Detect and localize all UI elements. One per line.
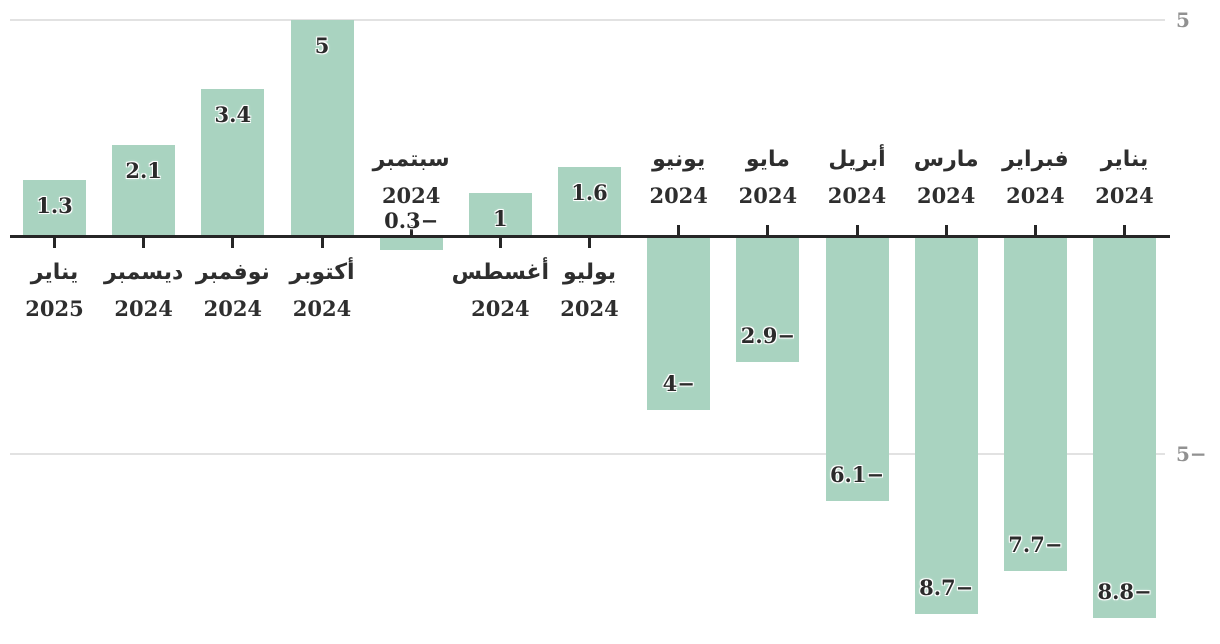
bar-value-label: 2.9− bbox=[740, 323, 795, 349]
axis-tick bbox=[766, 225, 770, 235]
axis-tick bbox=[1033, 225, 1037, 235]
axis-tick bbox=[409, 225, 413, 235]
category-label: فبراير 2024 bbox=[965, 142, 1105, 214]
category-month: مارس bbox=[913, 147, 979, 172]
y-axis-tick-label: 5 bbox=[1176, 7, 1190, 32]
category-year: 2024 bbox=[471, 296, 530, 321]
bar-value-label: 4− bbox=[662, 371, 695, 397]
category-label: نوفمبر 2024 bbox=[163, 255, 303, 327]
axis-tick bbox=[53, 238, 56, 248]
category-month: سبتمبر bbox=[372, 147, 450, 172]
axis-tick bbox=[498, 238, 502, 248]
category-year: 2024 bbox=[560, 296, 619, 321]
axis-tick bbox=[855, 225, 859, 235]
category-label: مايو 2024 bbox=[698, 142, 838, 214]
bar-value-label: 3.4 bbox=[214, 101, 252, 127]
category-month: يوليو bbox=[562, 260, 617, 285]
zero-axis-line bbox=[10, 235, 1170, 238]
category-year: 2024 bbox=[827, 183, 887, 208]
category-month: يناير bbox=[1100, 147, 1149, 172]
axis-tick bbox=[1123, 225, 1127, 235]
category-year: 2024 bbox=[916, 183, 976, 208]
category-month: يناير bbox=[30, 260, 79, 285]
gridline bbox=[10, 18, 1165, 21]
bar-value-label: 0.3− bbox=[384, 207, 439, 233]
category-year: 2024 bbox=[292, 296, 352, 321]
bar bbox=[1093, 236, 1157, 619]
category-label: يوليو 2024 bbox=[520, 255, 660, 327]
category-year: 2024 bbox=[381, 183, 441, 208]
axis-tick bbox=[588, 238, 592, 248]
category-year: 2024 bbox=[203, 296, 263, 321]
bar bbox=[914, 236, 978, 615]
bar-value-label: 1 bbox=[493, 206, 508, 232]
category-month: ديسمبر bbox=[103, 260, 184, 285]
bar bbox=[379, 236, 443, 250]
category-label: يونيو 2024 bbox=[609, 142, 749, 214]
category-year: 2024 bbox=[1006, 183, 1065, 208]
y-axis-tick-label: 5− bbox=[1176, 441, 1207, 466]
axis-tick bbox=[944, 225, 948, 235]
category-year: 2024 bbox=[114, 296, 173, 321]
category-label: سبتمبر 2024 bbox=[341, 142, 481, 214]
category-month: أبريل bbox=[828, 147, 886, 172]
category-month: نوفمبر bbox=[195, 260, 270, 285]
category-year: 2024 bbox=[738, 183, 798, 208]
bar-value-label: 6.1− bbox=[829, 462, 885, 488]
bar bbox=[647, 236, 711, 411]
category-year: 2025 bbox=[25, 296, 84, 321]
category-label: أغسطس 2024 bbox=[430, 255, 570, 327]
bar-value-label: 8.7− bbox=[919, 575, 974, 601]
category-month: يونيو bbox=[652, 147, 706, 172]
bar-value-label: 1.3 bbox=[36, 193, 73, 219]
category-month: أغسطس bbox=[451, 260, 550, 285]
bar bbox=[736, 236, 800, 363]
bar bbox=[112, 145, 176, 237]
axis-tick bbox=[142, 238, 146, 248]
category-label: يناير 2024 bbox=[1055, 142, 1195, 214]
bar bbox=[558, 167, 622, 237]
category-year: 2024 bbox=[1095, 183, 1154, 208]
axis-tick bbox=[231, 238, 235, 248]
category-label: أكتوبر 2024 bbox=[252, 255, 392, 327]
category-month: مايو bbox=[745, 147, 790, 172]
bar bbox=[201, 88, 265, 237]
category-label: ديسمبر 2024 bbox=[74, 255, 214, 327]
gridline bbox=[10, 452, 1165, 455]
category-month: فبراير bbox=[1002, 147, 1069, 172]
bar-value-label: 5 bbox=[314, 32, 330, 58]
axis-tick bbox=[677, 225, 681, 235]
category-year: 2024 bbox=[649, 183, 708, 208]
bar bbox=[1003, 236, 1067, 571]
category-label: يناير 2025 bbox=[0, 255, 125, 327]
bar-value-label: 7.7− bbox=[1008, 531, 1063, 557]
bar bbox=[825, 236, 889, 502]
bar-value-label: 8.8− bbox=[1097, 579, 1152, 605]
bar bbox=[290, 19, 354, 237]
bar bbox=[468, 193, 532, 237]
category-label: مارس 2024 bbox=[876, 142, 1016, 214]
bar-value-label: 2.1 bbox=[125, 158, 162, 184]
bar-value-label: 1.6 bbox=[571, 180, 608, 206]
axis-tick bbox=[320, 238, 324, 248]
bar bbox=[23, 180, 86, 237]
category-label: أبريل 2024 bbox=[787, 142, 927, 214]
category-month: أكتوبر bbox=[289, 260, 355, 285]
